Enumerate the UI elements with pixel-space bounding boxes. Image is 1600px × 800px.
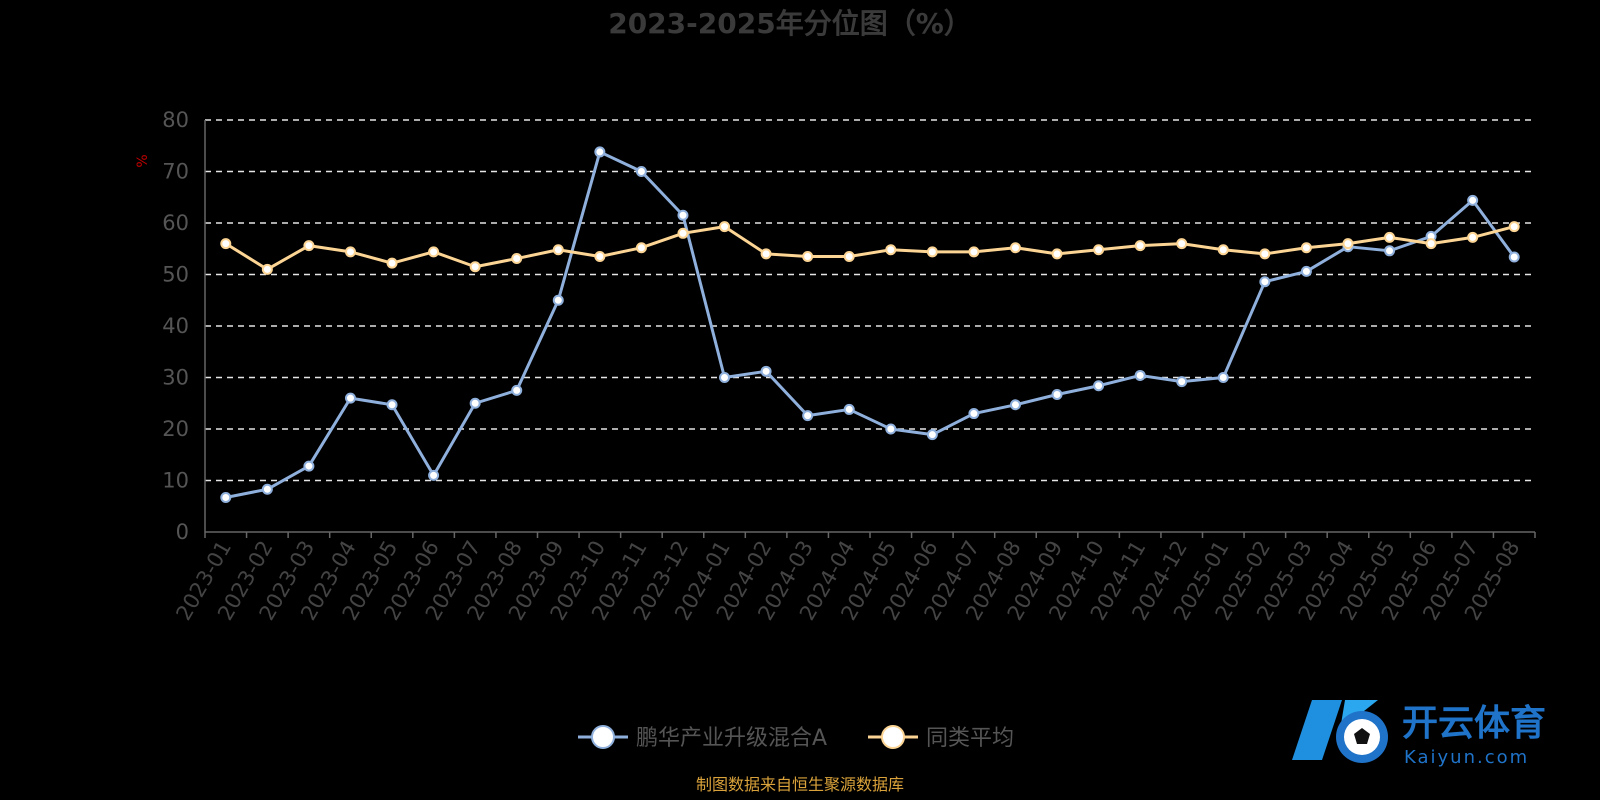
data-point[interactable] [1384, 245, 1396, 257]
data-point[interactable] [968, 246, 980, 258]
legend-marker[interactable] [881, 725, 905, 749]
watermark-logo: 开云体育 Kaiyun.com [1292, 700, 1546, 768]
data-point[interactable] [760, 365, 772, 377]
data-point[interactable] [1009, 242, 1021, 254]
data-point[interactable] [552, 244, 564, 256]
source-note: 制图数据来自恒生聚源数据库 [696, 775, 904, 794]
data-point[interactable] [1217, 244, 1229, 256]
data-point[interactable] [1467, 194, 1479, 206]
data-point[interactable] [677, 227, 689, 239]
data-point[interactable] [261, 483, 273, 495]
data-point[interactable] [1009, 399, 1021, 411]
data-point[interactable] [469, 261, 481, 273]
legend[interactable]: 鹏华产业升级混合A 同类平均 [578, 725, 1014, 751]
legend-label[interactable]: 同类平均 [926, 726, 1014, 751]
data-point[interactable] [1093, 244, 1105, 256]
data-point[interactable] [1467, 231, 1479, 243]
y-tick-label: 20 [162, 417, 189, 441]
data-point[interactable] [469, 397, 481, 409]
data-point[interactable] [386, 257, 398, 269]
data-point[interactable] [594, 250, 606, 262]
data-point[interactable] [220, 238, 232, 250]
watermark-name-cn: 开云体育 [1402, 703, 1546, 744]
chart-title: 2023-2025年分位图（%） [608, 7, 972, 40]
y-tick-label: 10 [162, 469, 189, 493]
data-point[interactable] [344, 392, 356, 404]
data-point[interactable] [926, 429, 938, 441]
data-point[interactable] [261, 263, 273, 275]
y-tick-label: 40 [162, 314, 189, 338]
data-point[interactable] [1093, 380, 1105, 392]
data-point[interactable] [1134, 369, 1146, 381]
data-point[interactable] [885, 423, 897, 435]
data-point[interactable] [386, 399, 398, 411]
data-point[interactable] [926, 246, 938, 258]
data-point[interactable] [344, 246, 356, 258]
data-point[interactable] [1176, 238, 1188, 250]
data-point[interactable] [1176, 376, 1188, 388]
data-point[interactable] [760, 248, 772, 260]
legend-label[interactable]: 鹏华产业升级混合A [636, 726, 827, 751]
legend-marker[interactable] [591, 725, 615, 749]
data-point[interactable] [1342, 238, 1354, 250]
data-point[interactable] [1134, 240, 1146, 252]
data-point[interactable] [1384, 231, 1396, 243]
data-point[interactable] [885, 244, 897, 256]
data-point[interactable] [802, 250, 814, 262]
data-point[interactable] [719, 221, 731, 233]
data-point[interactable] [1051, 388, 1063, 400]
data-point[interactable] [511, 384, 523, 396]
data-point[interactable] [968, 408, 980, 420]
data-point[interactable] [511, 253, 523, 265]
gridlines [205, 119, 1535, 482]
y-tick-label: 30 [162, 366, 189, 390]
kaiyun-logo-icon [1292, 700, 1388, 763]
data-point[interactable] [1508, 251, 1520, 263]
data-point[interactable] [1508, 221, 1520, 233]
data-point[interactable] [635, 166, 647, 177]
data-point[interactable] [1051, 248, 1063, 260]
data-point[interactable] [428, 246, 440, 258]
y-tick-label: 60 [162, 211, 189, 235]
series-line-1 [224, 225, 1515, 271]
data-point[interactable] [303, 240, 315, 252]
y-tick-label: 0 [176, 520, 189, 544]
y-tick-label: 70 [162, 160, 189, 184]
data-point[interactable] [802, 410, 814, 422]
series-line-0 [225, 150, 1516, 499]
y-axis-ticks: 0 10 20 30 40 50 60 70 80 [162, 108, 189, 544]
data-point[interactable] [552, 294, 564, 306]
data-point[interactable] [594, 146, 606, 158]
data-point[interactable] [843, 250, 855, 262]
data-point[interactable] [1300, 242, 1312, 254]
data-point[interactable] [635, 242, 647, 254]
axes [204, 120, 1536, 538]
data-point[interactable] [719, 372, 731, 383]
data-point[interactable] [843, 403, 855, 415]
data-point[interactable] [1259, 276, 1271, 288]
data-point[interactable] [220, 491, 232, 503]
data-point[interactable] [1217, 372, 1229, 383]
data-point[interactable] [428, 469, 440, 481]
y-axis-label: % [135, 154, 151, 167]
y-tick-label: 80 [162, 108, 189, 132]
series-layer [220, 146, 1520, 503]
data-point[interactable] [1300, 265, 1312, 277]
watermark-name-en: Kaiyun.com [1404, 747, 1529, 768]
data-point[interactable] [1259, 248, 1271, 260]
data-point[interactable] [677, 209, 689, 221]
data-point[interactable] [303, 460, 315, 472]
data-point[interactable] [1425, 238, 1437, 250]
y-tick-label: 50 [162, 263, 189, 287]
x-axis-ticks: 2023-012023-022023-032023-042023-052023-… [171, 537, 1524, 625]
